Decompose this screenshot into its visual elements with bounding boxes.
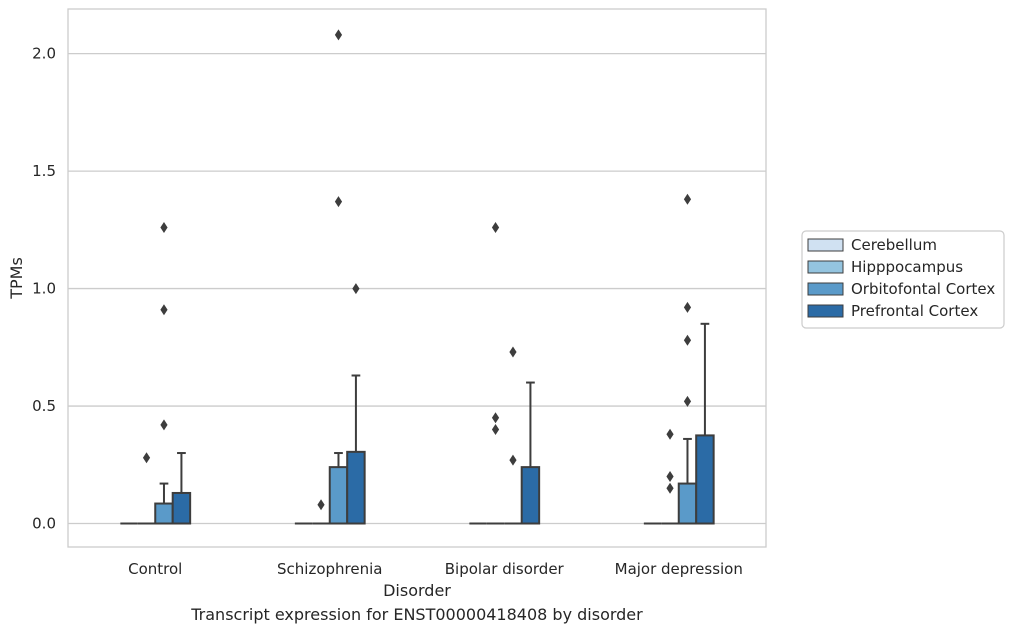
outlier-point bbox=[509, 454, 517, 466]
outlier-point bbox=[142, 452, 151, 464]
y-tick-label: 0.0 bbox=[32, 515, 56, 533]
outlier-point bbox=[352, 283, 360, 295]
outlier-point bbox=[666, 471, 674, 483]
outlier-point bbox=[334, 196, 343, 208]
box bbox=[695, 434, 715, 525]
legend-label: Orbitofontal Cortex bbox=[851, 280, 995, 298]
x-tick-label: Control bbox=[128, 560, 182, 578]
legend-swatch bbox=[807, 282, 844, 296]
figure-caption: Transcript expression for ENST0000041840… bbox=[191, 605, 643, 624]
y-tick-labels: 0.0 0.5 1.0 1.5 2.0 bbox=[32, 45, 56, 533]
outlier-point bbox=[334, 29, 343, 41]
y-gridlines bbox=[68, 52, 766, 525]
outlier-point bbox=[160, 304, 168, 316]
box bbox=[677, 482, 698, 525]
box bbox=[171, 491, 192, 525]
legend-label: Prefrontal Cortex bbox=[851, 302, 978, 320]
outlier-point bbox=[683, 334, 692, 346]
legend-label: Cerebellum bbox=[851, 236, 937, 254]
x-tick-label: Bipolar disorder bbox=[445, 560, 565, 578]
plot-frame bbox=[67, 8, 767, 548]
y-axis-title: TPMs bbox=[7, 257, 26, 300]
outlier-point bbox=[160, 221, 168, 233]
outlier-point bbox=[491, 412, 500, 424]
outlier-point bbox=[683, 301, 692, 313]
legend-frame bbox=[801, 230, 1005, 329]
outlier-point bbox=[666, 482, 674, 494]
outlier-point bbox=[491, 424, 500, 436]
legend-swatch bbox=[807, 304, 844, 318]
x-tick-label: Schizophrenia bbox=[277, 560, 382, 578]
box bbox=[520, 466, 541, 525]
y-tick-label: 1.5 bbox=[32, 162, 56, 180]
outlier-point bbox=[683, 395, 692, 407]
outlier-point bbox=[683, 193, 692, 205]
y-tick-label: 2.0 bbox=[32, 45, 56, 63]
outlier-point bbox=[666, 428, 674, 440]
legend: Cerebellum Hipppocampus Orbitofontal Corte… bbox=[801, 230, 1005, 329]
x-tick-labels: Control Schizophrenia Bipolar disorder Majo… bbox=[128, 560, 743, 578]
outlier-point bbox=[509, 346, 517, 358]
outlier-point bbox=[491, 221, 500, 233]
outlier-point bbox=[160, 419, 168, 431]
outlier-point bbox=[317, 499, 325, 511]
legend-label: Hipppocampus bbox=[851, 258, 963, 276]
box bbox=[154, 502, 174, 525]
x-axis-title: Disorder bbox=[383, 581, 451, 600]
box bbox=[328, 466, 349, 525]
box-plot-marks bbox=[120, 29, 715, 525]
y-tick-label: 1.0 bbox=[32, 280, 56, 298]
y-tick-label: 0.5 bbox=[32, 397, 56, 415]
legend-swatch bbox=[807, 238, 844, 252]
box bbox=[346, 450, 366, 525]
legend-swatch bbox=[807, 260, 844, 274]
x-tick-label: Major depression bbox=[615, 560, 743, 578]
